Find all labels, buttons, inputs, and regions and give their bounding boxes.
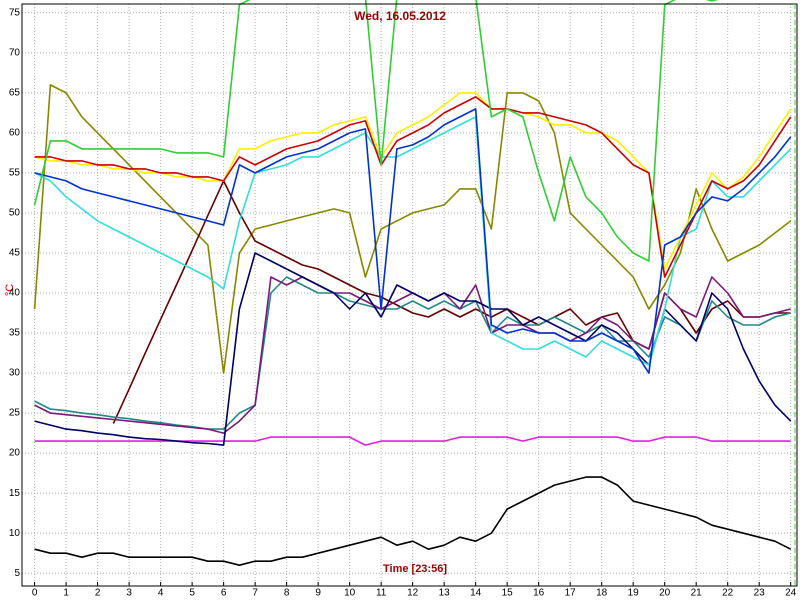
x-tick-label: 20 [659,588,671,599]
y-tick-label: 25 [9,408,21,419]
series-line [34,276,791,430]
x-tick-label: 9 [315,588,321,599]
x-tick-label: 1 [63,588,69,599]
chart-title: Wed, 16.05.2012 [354,9,446,23]
x-tick-label: 4 [158,588,164,599]
x-tick-label: 17 [565,588,577,599]
y-tick-label: 75 [9,7,21,18]
series-line [34,96,792,278]
x-tick-label: 11 [376,588,387,599]
y-tick-label: 15 [9,488,21,499]
y-tick-label: 10 [9,528,21,539]
series-line [33,0,719,262]
x-tick-label: 7 [252,588,258,599]
x-tick-label: 16 [533,588,545,599]
x-tick-label: 5 [189,588,195,599]
x-tick-label: 10 [344,588,356,599]
y-tick-label: 30 [9,368,21,379]
y-tick-label: 65 [9,88,21,99]
plot-frame [21,3,798,587]
lines [33,0,792,566]
y-tick-label: 70 [9,47,21,58]
x-tick-label: 22 [722,588,734,599]
series-line [33,84,792,374]
series-line [34,476,792,566]
y-tick-label: 50 [9,208,21,219]
x-tick-label: 19 [628,588,640,599]
x-tick-label: 21 [691,588,703,599]
y-tick-label: 55 [9,168,21,179]
x-tick-label: 0 [32,588,38,599]
x-tick-label: 13 [439,588,451,599]
x-tick-label: 6 [221,588,227,599]
y-tick-label: 45 [9,248,21,259]
y-tick-label: 20 [9,448,21,459]
x-tick-label: 24 [785,588,797,599]
x-tick-label: 3 [126,588,132,599]
x-tick-label: 2 [95,588,101,599]
x-tick-label: 15 [502,588,514,599]
x-tick-label: 8 [284,588,290,599]
x-tick-label: 23 [754,588,766,599]
series-line [34,108,792,374]
x-axis-label: Time [23:56] [383,563,447,575]
y-tick-label: 60 [9,128,21,139]
x-tick-label: 14 [470,588,482,599]
x-tick-label: 12 [407,588,419,599]
series-line [34,116,792,366]
y-axis-label: °C [4,284,16,296]
y-tick-label: 40 [9,288,21,299]
series-line [34,436,791,446]
x-tick-label: 18 [596,588,608,599]
y-tick-label: 5 [14,568,20,579]
y-tick-label: 35 [9,328,21,339]
